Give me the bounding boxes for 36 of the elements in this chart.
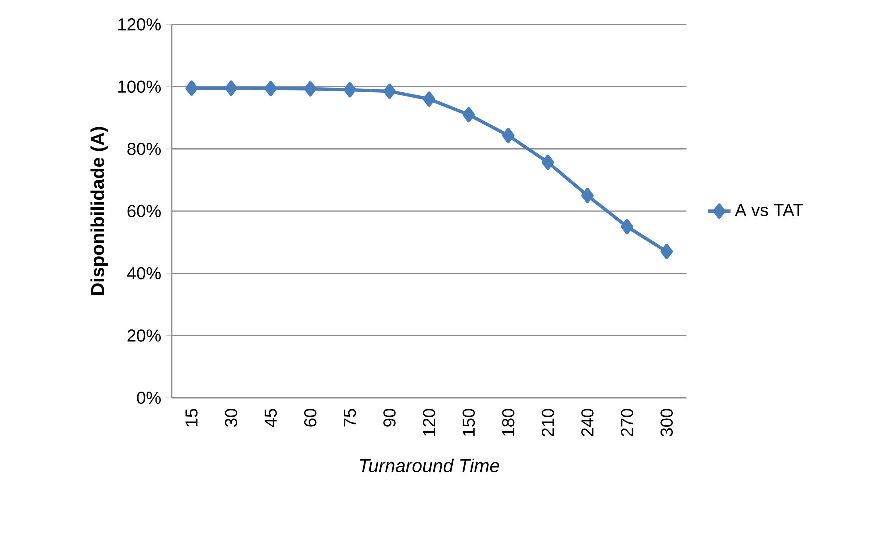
point bbox=[423, 92, 436, 107]
x-tick-label: 90 bbox=[384, 409, 396, 427]
x-tick-label: 60 bbox=[304, 409, 317, 427]
x-tick-label: 270 bbox=[621, 409, 634, 436]
y-axis-title: Disponibilidade (A) bbox=[90, 127, 108, 296]
x-tick-label: 45 bbox=[264, 409, 278, 428]
x-tick-label: 150 bbox=[462, 409, 476, 436]
point bbox=[462, 107, 476, 123]
y-tick-label: 60% bbox=[128, 205, 161, 218]
point bbox=[384, 84, 396, 100]
point bbox=[542, 154, 554, 170]
y-tick-label: 40% bbox=[127, 267, 161, 280]
legend-label: A vs TAT bbox=[735, 204, 804, 216]
y-tick-label: 120% bbox=[118, 18, 161, 31]
y-tick-label: 100% bbox=[118, 80, 161, 94]
point bbox=[344, 82, 356, 98]
point bbox=[304, 81, 317, 97]
point bbox=[186, 80, 198, 96]
x-tick-label: 75 bbox=[344, 409, 356, 427]
x-tick-label: 15 bbox=[186, 409, 198, 426]
point bbox=[582, 188, 594, 204]
point bbox=[502, 128, 515, 144]
x-tick-label: 240 bbox=[582, 409, 594, 436]
x-tick-label: 210 bbox=[542, 409, 554, 436]
y-tick-label: 80% bbox=[128, 142, 161, 156]
x-tick-label: 300 bbox=[660, 409, 674, 437]
x-tick-label: 120 bbox=[423, 409, 436, 436]
x-tick-label: 180 bbox=[502, 409, 515, 436]
x-axis-title: Turnaround Time bbox=[360, 458, 500, 473]
y-tick-label: 0% bbox=[137, 392, 161, 404]
point bbox=[621, 219, 634, 235]
point bbox=[264, 81, 278, 96]
x-tick-label: 30 bbox=[225, 409, 238, 427]
y-tick-label: 20% bbox=[128, 330, 161, 342]
point bbox=[225, 80, 238, 96]
point bbox=[660, 244, 674, 260]
